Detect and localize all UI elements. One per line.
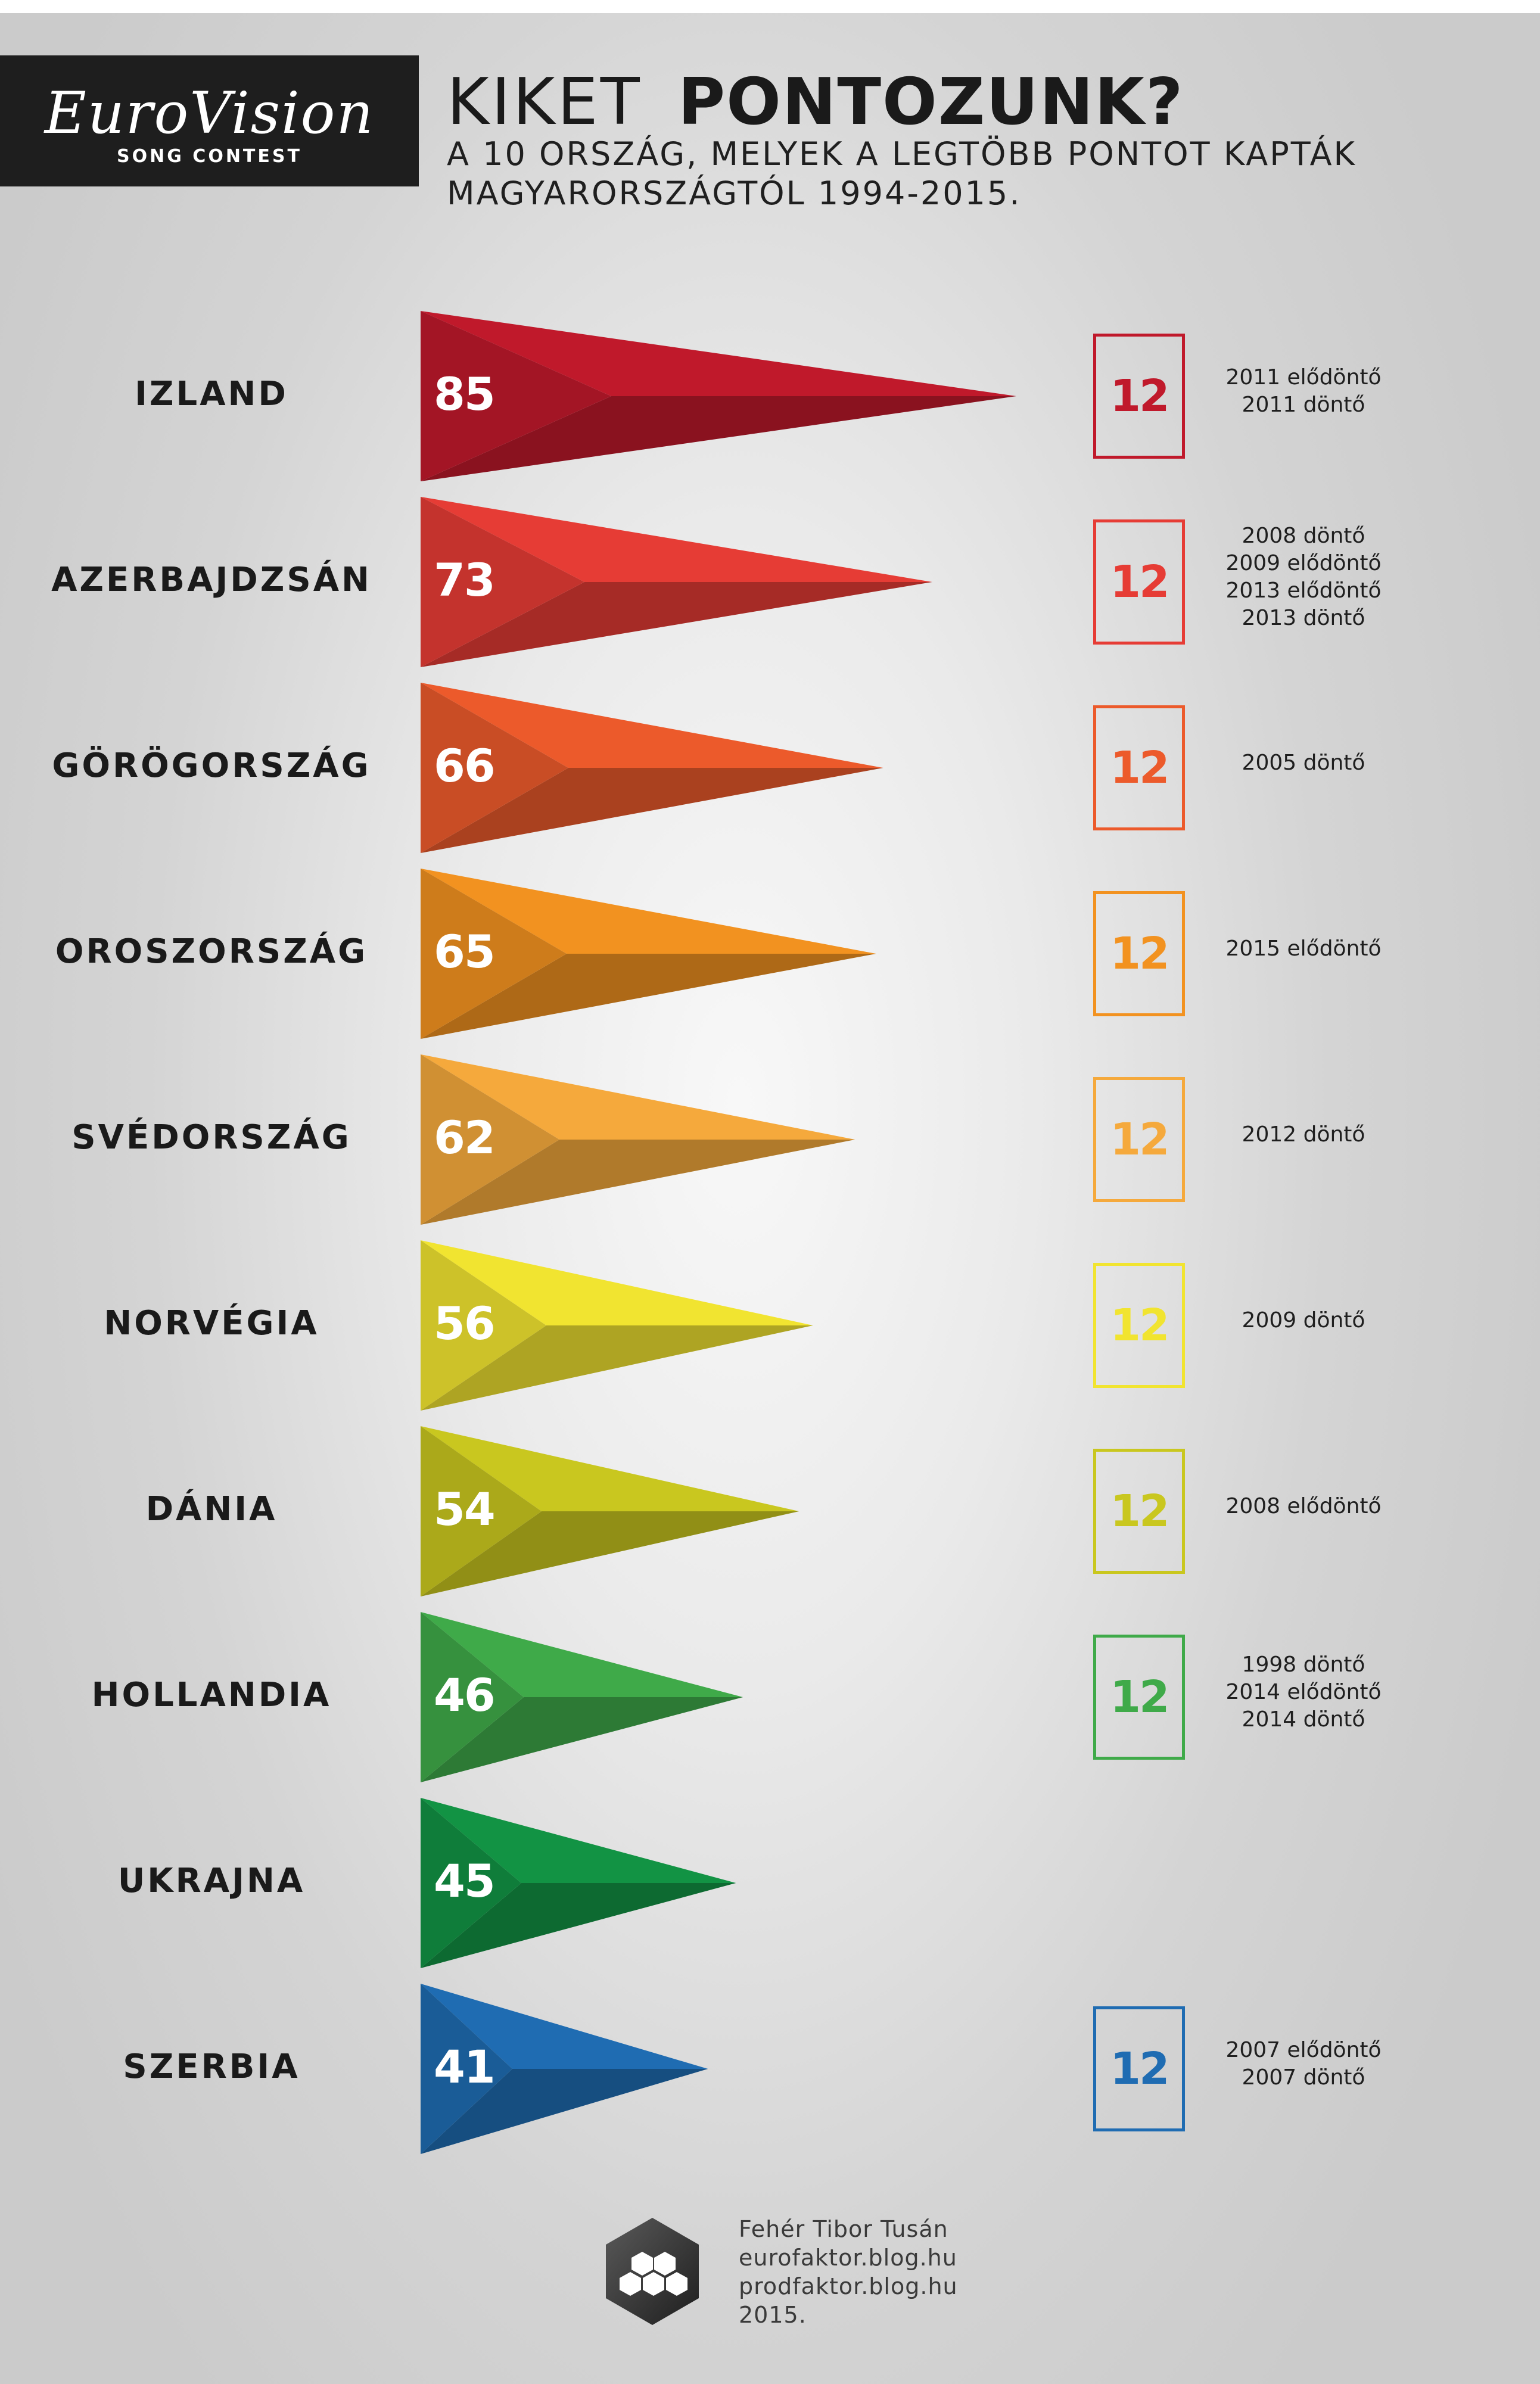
bar-facet-base — [421, 1054, 559, 1225]
event-line: 2015 elődöntő — [1225, 936, 1382, 961]
twelve-points-events: 1998 döntő 2014 elődöntő 2014 döntő — [1196, 1651, 1411, 1733]
twelve-points-events: 2015 elődöntő — [1196, 935, 1411, 963]
bar-facet-top — [421, 683, 883, 768]
bar-facet-top — [421, 311, 1016, 396]
bar-facet-base — [421, 869, 567, 1039]
eurofaktor-hex-logo-icon — [606, 2218, 699, 2325]
twelve-points-badge: 12 — [1093, 1635, 1185, 1760]
category-label: DÁNIA — [145, 1490, 278, 1529]
category-label: NORVÉGIA — [104, 1304, 319, 1343]
twelve-points-badge: 12 — [1093, 705, 1185, 830]
subtitle-line-2: MAGYARORSZÁGTÓL 1994-2015. — [447, 175, 1022, 212]
bar-value-label: 73 — [434, 553, 496, 606]
bar-value-label: 65 — [434, 925, 496, 978]
twelve-points-badge: 12 — [1093, 2006, 1185, 2131]
bar-facet-top — [421, 1798, 736, 1883]
twelve-points-events: 2005 döntő — [1196, 749, 1411, 777]
bar-facet-bottom — [421, 954, 876, 1039]
category-label: AZERBAJDZSÁN — [51, 561, 372, 599]
bar-facet-bottom — [421, 1883, 736, 1968]
category-label: SZERBIA — [123, 2047, 300, 2086]
category-label: UKRAJNA — [117, 1862, 306, 1900]
twelve-points-events: 2011 elődöntő 2011 döntő — [1196, 364, 1411, 419]
bar-facet-top — [421, 1612, 743, 1697]
twelve-points-badge: 12 — [1093, 519, 1185, 645]
bar-value-label: 46 — [434, 1669, 496, 1722]
category-label: GÖRÖGORSZÁG — [52, 746, 371, 785]
twelve-points-badge: 12 — [1093, 1077, 1185, 1202]
eurovision-logo: EuroVision SONG CONTEST — [0, 55, 419, 186]
bar-facet-bottom — [421, 1325, 813, 1411]
credit-site-1: eurofaktor.blog.hu — [739, 2245, 957, 2271]
event-line: 2011 döntő — [1242, 393, 1365, 417]
bar-facet-bottom — [421, 2069, 708, 2154]
event-line: 2014 elődöntő — [1225, 1680, 1382, 1704]
event-line: 2012 döntő — [1242, 1122, 1365, 1147]
twelve-points-badge: 12 — [1093, 1263, 1185, 1388]
twelve-points-events: 2009 döntő — [1196, 1307, 1411, 1334]
category-label: OROSZORSZÁG — [55, 932, 368, 971]
bar-value-label: 45 — [434, 1854, 496, 1907]
credit-author: Fehér Tibor Tusán — [739, 2216, 948, 2242]
bar-facet-bottom — [421, 1697, 743, 1782]
bar-value-label: 41 — [434, 2040, 496, 2093]
logo-subtitle: SONG CONTEST — [117, 146, 302, 167]
title-bold: PONTOZUNK? — [678, 65, 1184, 139]
event-line: 2008 elődöntő — [1225, 1494, 1382, 1518]
bar-facet-bottom — [421, 768, 883, 853]
event-line: 2014 döntő — [1242, 1707, 1365, 1732]
bar-facet-base — [421, 1612, 524, 1782]
bar-facet-base — [421, 1426, 542, 1596]
bar-facet-top — [421, 1054, 855, 1140]
event-line: 2013 döntő — [1242, 606, 1365, 630]
bar-value-label: 62 — [434, 1111, 496, 1164]
logo-text: EuroVision — [44, 80, 375, 147]
event-line: 2009 elődöntő — [1225, 551, 1382, 575]
bar-facet-top — [421, 1984, 708, 2069]
event-line: 2007 döntő — [1242, 2065, 1365, 2090]
bar-facet-top — [421, 1426, 799, 1511]
event-line: 2007 elődöntő — [1225, 2038, 1382, 2062]
twelve-points-badge: 12 — [1093, 891, 1185, 1016]
bar-facet-base — [421, 1798, 521, 1968]
bar-facet-base — [421, 1240, 546, 1411]
category-label: IZLAND — [135, 375, 288, 413]
category-label: SVÉDORSZÁG — [71, 1118, 351, 1157]
twelve-points-events: 2012 döntő — [1196, 1121, 1411, 1149]
bar-value-label: 54 — [434, 1483, 496, 1536]
bar-facet-base — [421, 311, 611, 481]
bar-value-label: 85 — [434, 368, 496, 421]
event-line: 1998 döntő — [1242, 1652, 1365, 1677]
bar-facet-top — [421, 1240, 813, 1325]
bar-value-label: 56 — [434, 1297, 496, 1350]
bar-facet-top — [421, 497, 932, 582]
bar-facet-bottom — [421, 582, 932, 667]
twelve-points-events: 2008 döntő 2009 elődöntő 2013 elődöntő 2013… — [1196, 522, 1411, 632]
bar-value-label: 66 — [434, 739, 496, 792]
twelve-points-badge: 12 — [1093, 1449, 1185, 1574]
category-label: HOLLANDIA — [91, 1676, 332, 1714]
credit-site-2: prodfaktor.blog.hu — [739, 2273, 958, 2299]
event-line: 2013 elődöntő — [1225, 578, 1382, 603]
subtitle-line-1: A 10 ORSZÁG, MELYEK A LEGTÖBB PONTOT KAP… — [447, 135, 1357, 173]
twelve-points-badge: 12 — [1093, 334, 1185, 459]
event-line: 2009 döntő — [1242, 1308, 1365, 1333]
event-line: 2008 döntő — [1242, 524, 1365, 548]
bar-facet-base — [421, 497, 584, 667]
credit-year: 2015. — [739, 2302, 807, 2328]
event-line: 2005 döntő — [1242, 751, 1365, 775]
bar-facet-bottom — [421, 1511, 799, 1596]
title-light: KIKET — [447, 65, 642, 139]
bar-facet-base — [421, 683, 568, 853]
twelve-points-events: 2008 elődöntő — [1196, 1493, 1411, 1520]
bar-facet-top — [421, 869, 876, 954]
bar-facet-base — [421, 1984, 512, 2154]
bar-facet-bottom — [421, 1140, 855, 1225]
bar-facet-bottom — [421, 396, 1016, 481]
twelve-points-events: 2007 elődöntő 2007 döntő — [1196, 2037, 1411, 2092]
event-line: 2011 elődöntő — [1225, 365, 1382, 390]
